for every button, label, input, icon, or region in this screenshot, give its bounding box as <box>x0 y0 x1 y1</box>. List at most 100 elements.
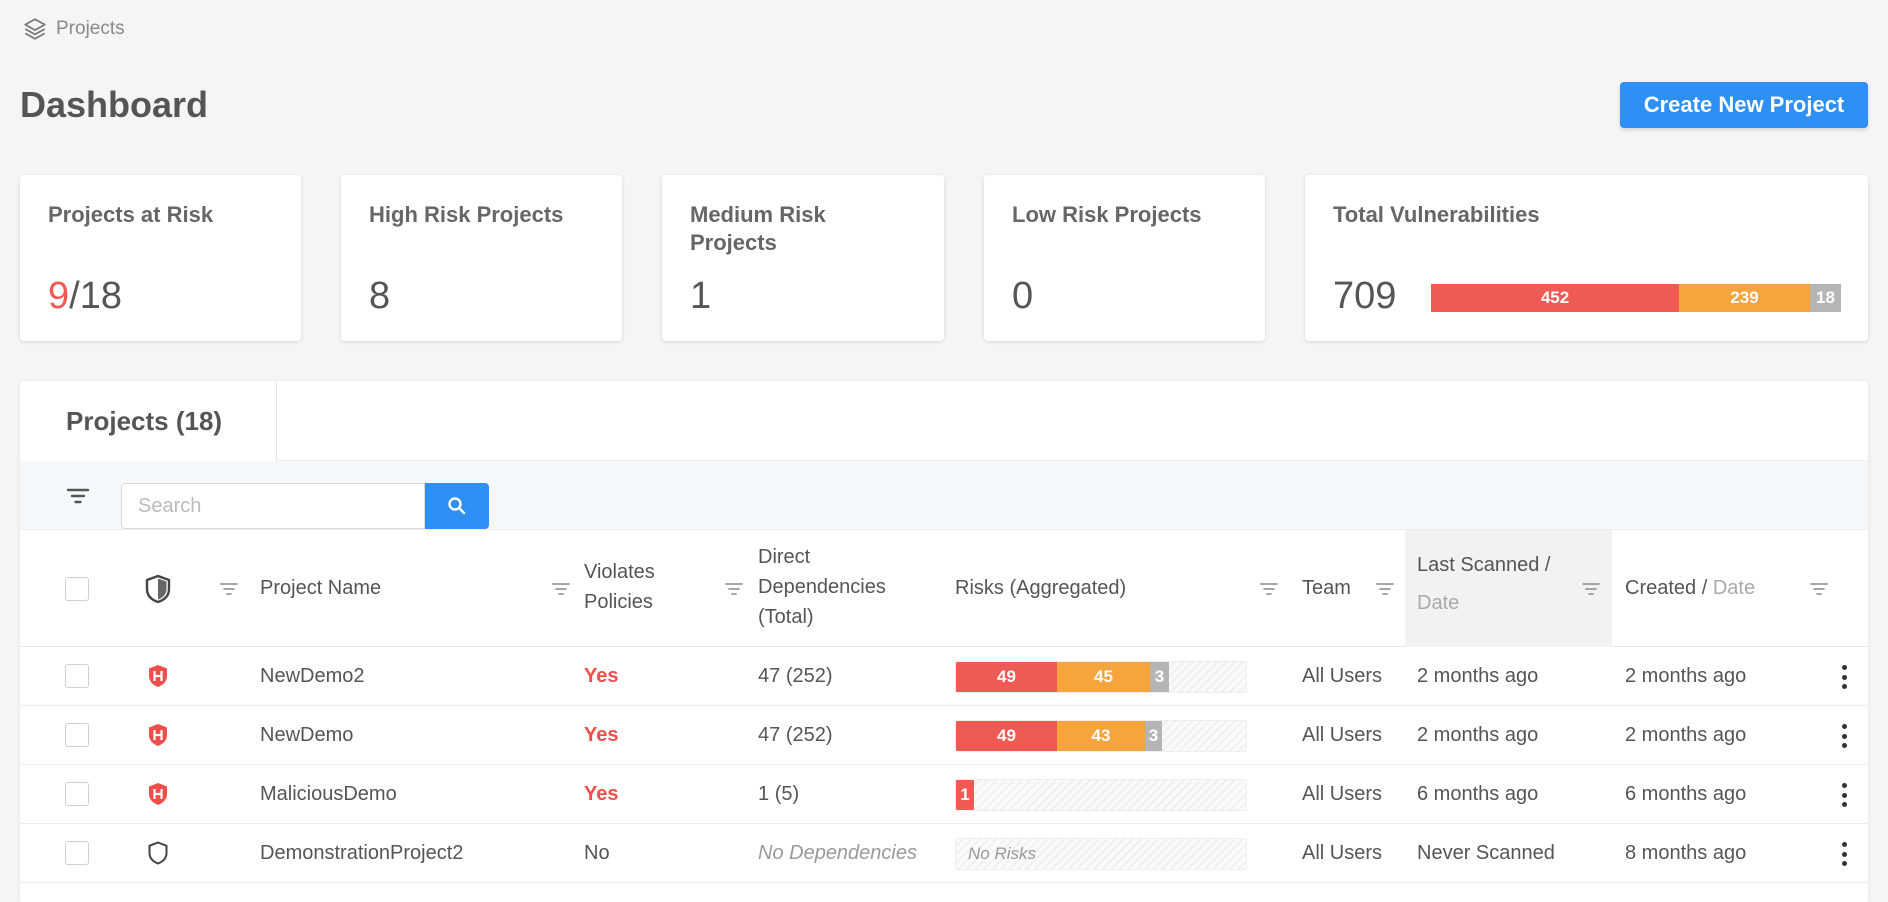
deps-total: (5) <box>774 782 800 805</box>
col-last-scanned-line1: Last Scanned / <box>1417 550 1550 580</box>
card-value: 9/18 <box>48 275 122 318</box>
col-violates-line1: Violates <box>584 561 655 583</box>
created: 6 months ago <box>1625 782 1747 805</box>
col-last-scanned[interactable]: Last Scanned / Date <box>1417 550 1550 618</box>
team-sort-icon[interactable] <box>1376 582 1394 596</box>
risk-low-segment: 3 <box>1145 721 1162 751</box>
table-row[interactable]: MaliciousDemo Yes 1 (5) 1 All Users 6 mo… <box>20 765 1868 824</box>
team: All Users <box>1302 841 1383 864</box>
risks-sort-icon[interactable] <box>1260 582 1278 596</box>
col-project-name[interactable]: Project Name <box>260 577 382 599</box>
col-last-scanned-label: Last Scanned <box>1417 554 1540 576</box>
col-direct-dependencies[interactable]: Direct Dependencies (Total) <box>758 542 886 632</box>
deps-count: 1 <box>758 782 770 805</box>
last-scanned: 2 months ago <box>1417 664 1539 687</box>
col-deps-line2: Dependencies <box>758 576 886 598</box>
table-row[interactable]: NewDemo Yes 47 (252) 49 43 3 All Users 2… <box>20 706 1868 765</box>
row-checkbox[interactable] <box>65 782 89 806</box>
vulnerability-bar: 452 239 18 <box>1431 284 1841 312</box>
deps-count: 47 <box>758 723 781 746</box>
last-scanned: Never Scanned <box>1417 841 1555 864</box>
search-input[interactable] <box>121 483 425 529</box>
violates-sort-icon[interactable] <box>725 582 743 596</box>
row-checkbox[interactable] <box>65 664 89 688</box>
card-label: Total Vulnerabilities <box>1333 202 1540 227</box>
tab-divider <box>277 460 1868 461</box>
violates-policies: Yes <box>584 664 619 687</box>
card-value: 0 <box>1012 275 1034 317</box>
search-icon <box>448 497 466 515</box>
direct-dependencies: 47 (252) <box>758 647 833 705</box>
table-toolbar <box>20 461 1868 530</box>
high-risk-shield-icon <box>149 724 167 746</box>
col-created-date: Date <box>1712 577 1756 599</box>
created-sort-icon[interactable] <box>1810 582 1828 596</box>
select-all-checkbox[interactable] <box>65 577 89 601</box>
shield-sort-icon[interactable] <box>220 582 238 596</box>
last-scanned-sort-icon[interactable] <box>1582 582 1600 596</box>
created: 2 months ago <box>1625 664 1747 687</box>
more-options-icon[interactable] <box>1842 842 1848 866</box>
no-risks-label: No Risks <box>968 844 1037 863</box>
breadcrumb[interactable]: Projects <box>22 16 125 42</box>
card-value: 1 <box>690 275 712 317</box>
more-options-icon[interactable] <box>1842 665 1848 689</box>
created: 2 months ago <box>1625 723 1747 746</box>
col-created-slash: / <box>1701 577 1708 599</box>
col-risks[interactable]: Risks (Aggregated) <box>955 577 1127 599</box>
deps-total: (252) <box>785 723 833 746</box>
row-checkbox[interactable] <box>65 841 89 865</box>
risk-low-segment: 3 <box>1150 662 1169 692</box>
col-team[interactable]: Team <box>1302 577 1351 599</box>
more-options-icon[interactable] <box>1842 724 1848 748</box>
create-new-project-button[interactable]: Create New Project <box>1620 82 1868 128</box>
medium-risk-card: Medium Risk Projects 1 <box>662 175 944 341</box>
col-violates-policies[interactable]: Violates Policies <box>584 557 655 617</box>
violates-policies: Yes <box>584 723 619 746</box>
layers-icon <box>24 18 46 40</box>
table-row[interactable]: NewDemo2 Yes 47 (252) 49 45 3 All Users … <box>20 647 1868 706</box>
tab-projects[interactable]: Projects (18) <box>20 381 277 461</box>
risk-bar[interactable]: No Risks <box>955 838 1247 870</box>
card-value: 8 <box>369 275 391 317</box>
breadcrumb-label[interactable]: Projects <box>56 18 125 39</box>
card-label: Projects at Risk <box>48 202 214 227</box>
projects-at-risk-card: Projects at Risk 9/18 <box>20 175 301 341</box>
project-name[interactable]: NewDemo2 <box>260 664 365 687</box>
risk-bar[interactable]: 1 <box>955 779 1247 811</box>
high-segment: 452 <box>1431 284 1679 312</box>
more-options-icon[interactable] <box>1842 783 1848 807</box>
team: All Users <box>1302 664 1383 687</box>
table-row[interactable]: DemonstrationProject2 No No Dependencies… <box>20 824 1868 883</box>
row-checkbox[interactable] <box>65 723 89 747</box>
projects-panel: Projects (18) Project Name Violates Poli… <box>20 381 1868 902</box>
card-label: Medium Risk Projects <box>690 202 826 255</box>
total-vulnerabilities-card: Total Vulnerabilities 709 <box>1305 175 1868 341</box>
at-risk-count: 9 <box>48 275 70 317</box>
col-created[interactable]: Created / Date <box>1625 573 1755 603</box>
project-name[interactable]: DemonstrationProject2 <box>260 841 464 864</box>
high-risk-shield-icon <box>149 665 167 687</box>
project-name[interactable]: MaliciousDemo <box>260 782 397 805</box>
deps-total: (252) <box>785 664 833 687</box>
medium-segment: 239 <box>1679 284 1810 312</box>
created: 8 months ago <box>1625 841 1747 864</box>
risk-bar[interactable]: 49 43 3 <box>955 720 1247 752</box>
sorted-column-highlight <box>1405 530 1612 647</box>
deps-count: 47 <box>758 664 781 687</box>
last-scanned: 2 months ago <box>1417 723 1539 746</box>
card-value: 709 <box>1333 275 1397 317</box>
risk-medium-segment: 45 <box>1057 662 1150 692</box>
project-name-sort-icon[interactable] <box>552 582 570 596</box>
search-button[interactable] <box>425 483 489 529</box>
team: All Users <box>1302 782 1383 805</box>
shield-header-icon[interactable] <box>144 574 172 604</box>
project-name[interactable]: NewDemo <box>260 723 354 746</box>
filter-icon[interactable] <box>65 485 91 507</box>
page-title: Dashboard <box>20 84 209 125</box>
team: All Users <box>1302 723 1383 746</box>
table-header: Project Name Violates Policies Direct De… <box>20 530 1868 647</box>
risk-bar[interactable]: 49 45 3 <box>955 661 1247 693</box>
card-label: High Risk Projects <box>369 202 564 227</box>
card-label: Low Risk Projects <box>1012 202 1202 227</box>
